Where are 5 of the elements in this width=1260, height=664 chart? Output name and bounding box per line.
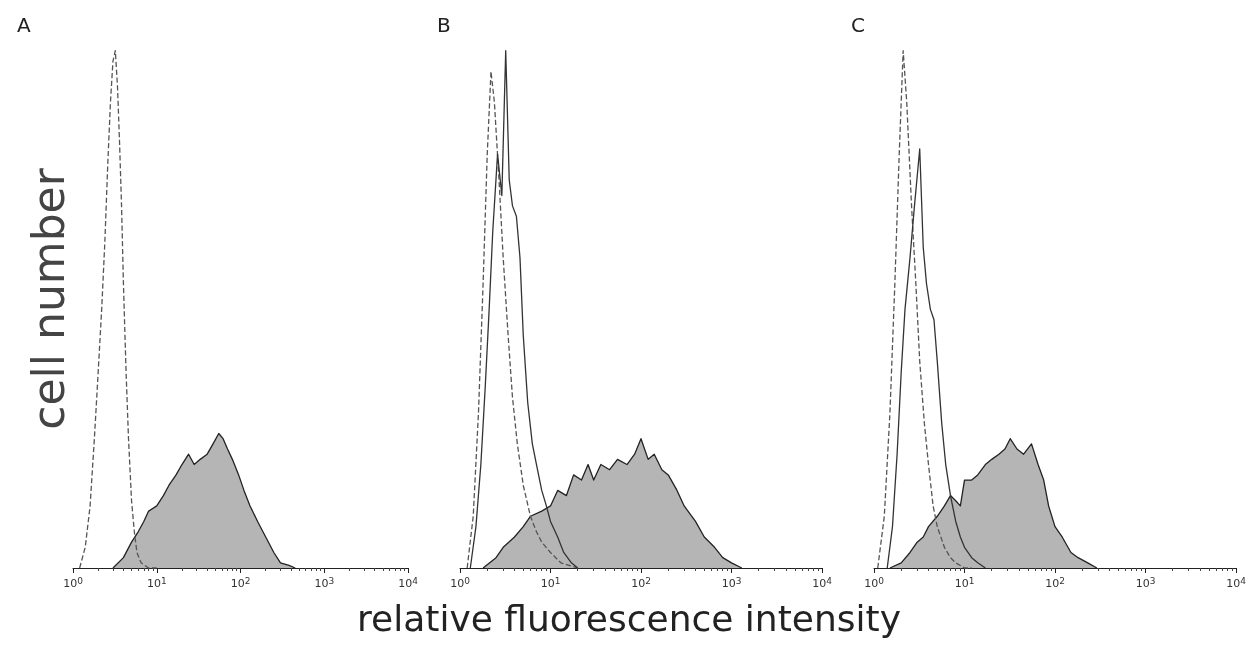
chart-title: B (437, 13, 451, 37)
chart-title: A (17, 13, 31, 37)
y-axis-title: cell number (22, 167, 74, 430)
chart-title: C (851, 13, 865, 37)
x-axis-title: relative fluorescence intensity (356, 598, 902, 639)
